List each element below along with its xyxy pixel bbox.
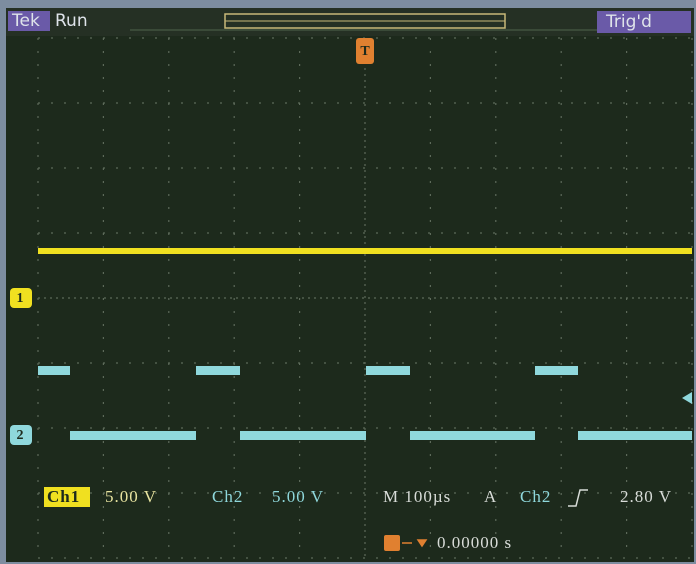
ch2-marker-label: 2 <box>17 428 24 443</box>
screen <box>6 8 694 562</box>
acquisition-state: Run <box>55 11 88 31</box>
status-bar <box>6 8 694 36</box>
trace-low <box>70 431 196 440</box>
trace-low <box>578 431 692 440</box>
trace-low <box>240 431 366 440</box>
trigger-marker-label: T <box>360 44 370 59</box>
trace-high <box>196 366 240 375</box>
trigger-offset-icon <box>384 535 400 551</box>
ch2-scale: 5.00 V <box>272 487 324 506</box>
ch1-label: Ch1 <box>47 487 80 506</box>
trace-high <box>366 366 410 375</box>
oscilloscope-screen: Tek Run Trig'd T 1 2 Ch1 5.00 V Ch2 5.00… <box>0 0 696 564</box>
trace-high <box>38 366 70 375</box>
trace-low <box>410 431 535 440</box>
brand: Tek <box>11 11 40 31</box>
trigger-offset: 0.00000 s <box>437 533 512 552</box>
timebase: M 100µs <box>383 487 451 506</box>
trigger-level: 2.80 V <box>620 487 672 506</box>
trigger-mode: A <box>484 487 497 506</box>
trigger-status: Trig'd <box>605 12 652 32</box>
trace-high <box>535 366 578 375</box>
trigger-source: Ch2 <box>520 487 551 506</box>
ch2-label: Ch2 <box>212 487 243 506</box>
ch1-scale: 5.00 V <box>105 487 157 506</box>
ch1-trace <box>38 248 692 254</box>
ch1-marker-label: 1 <box>17 291 24 306</box>
